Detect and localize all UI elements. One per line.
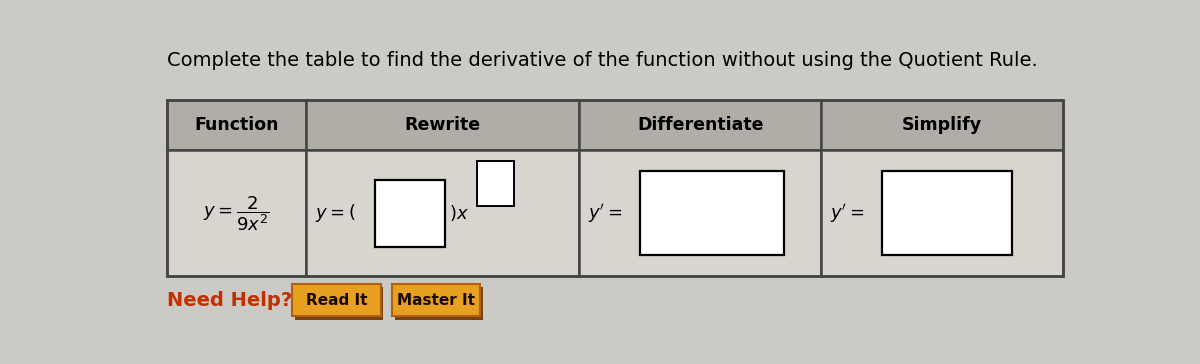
Bar [167, 100, 1063, 276]
Bar [391, 284, 480, 316]
Bar [295, 288, 384, 320]
Text: Need Help?: Need Help? [167, 290, 292, 310]
Bar [882, 171, 1012, 255]
Bar [306, 150, 580, 276]
Bar [476, 161, 514, 206]
Text: $y' =$: $y' =$ [588, 202, 623, 225]
Text: Read It: Read It [306, 293, 367, 308]
Bar [167, 150, 306, 276]
Bar [167, 100, 306, 150]
Bar [580, 150, 821, 276]
Text: Master It: Master It [397, 293, 475, 308]
Text: $)x$: $)x$ [449, 203, 469, 223]
Bar [306, 100, 580, 150]
Text: Rewrite: Rewrite [404, 116, 480, 134]
Text: $y = ($: $y = ($ [316, 202, 355, 224]
Text: $y' =$: $y' =$ [830, 202, 865, 225]
Text: $y = \dfrac{2}{9x^2}$: $y = \dfrac{2}{9x^2}$ [203, 194, 270, 233]
Bar [293, 284, 380, 316]
Bar [640, 171, 784, 255]
Text: Differentiate: Differentiate [637, 116, 763, 134]
Text: Function: Function [194, 116, 278, 134]
Text: Complete the table to find the derivative of the function without using the Quot: Complete the table to find the derivativ… [167, 51, 1038, 70]
Bar [376, 179, 445, 247]
Bar [580, 100, 821, 150]
Bar [395, 288, 482, 320]
Bar [821, 100, 1063, 150]
Text: Simplify: Simplify [902, 116, 983, 134]
Bar [821, 150, 1063, 276]
